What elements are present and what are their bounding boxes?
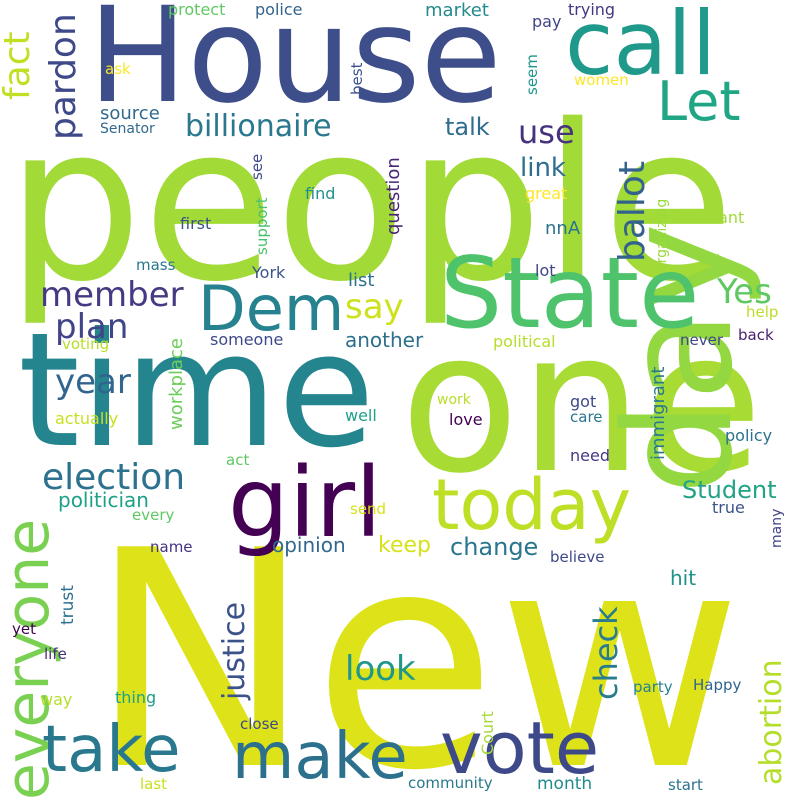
- word: name: [150, 538, 193, 556]
- word: Court: [478, 711, 497, 755]
- word: believe: [550, 548, 605, 566]
- word: seem: [523, 54, 541, 95]
- word: Senator: [100, 121, 155, 137]
- word: see: [248, 153, 266, 180]
- word: ask: [105, 60, 131, 78]
- word: member: [40, 275, 184, 315]
- word: today: [432, 464, 632, 546]
- word: justice: [217, 601, 252, 700]
- word: find: [305, 184, 336, 203]
- word: list: [348, 270, 375, 291]
- word: abortion: [754, 659, 789, 785]
- word: Happy: [693, 676, 742, 694]
- word: lot: [535, 261, 556, 280]
- word: market: [425, 0, 489, 21]
- word: great: [525, 184, 568, 203]
- word: care: [570, 408, 603, 426]
- word: billionaire: [185, 109, 332, 144]
- word: community: [408, 774, 493, 792]
- word: work: [437, 392, 471, 408]
- word: every: [132, 506, 175, 524]
- word: House: [88, 0, 502, 133]
- word: source: [100, 103, 160, 124]
- word: got: [570, 392, 597, 411]
- word: question: [383, 157, 404, 235]
- word: keep: [378, 533, 431, 558]
- word: life: [44, 645, 67, 663]
- word: first: [180, 214, 212, 233]
- word: one: [400, 289, 763, 516]
- word: girl: [228, 447, 382, 559]
- word: need: [570, 446, 610, 465]
- word: Yes: [717, 272, 772, 312]
- word: protect: [168, 0, 226, 19]
- word: help: [746, 303, 779, 321]
- word: hit: [670, 566, 697, 590]
- word: true: [712, 498, 745, 517]
- word: pardon: [43, 13, 84, 140]
- word: Dem: [198, 272, 345, 345]
- word: actually: [55, 409, 119, 428]
- word: change: [450, 533, 539, 561]
- word: ballot: [612, 160, 653, 262]
- word: voting: [62, 335, 110, 353]
- word: party: [633, 678, 673, 696]
- word: another: [345, 328, 424, 352]
- word: use: [518, 113, 575, 151]
- word: politician: [58, 488, 149, 512]
- word: York: [252, 263, 286, 282]
- word: women: [574, 71, 629, 89]
- word: trust: [58, 585, 78, 625]
- word: people: [6, 78, 735, 329]
- word: close: [240, 715, 279, 733]
- word: check: [587, 606, 625, 700]
- word: police: [255, 0, 303, 19]
- word: plan: [55, 307, 129, 347]
- word: thing: [115, 688, 157, 707]
- word: vote: [440, 706, 600, 790]
- word: mass: [136, 256, 176, 274]
- word: policy: [725, 426, 773, 445]
- word: many: [769, 508, 785, 548]
- word: workplace: [166, 338, 187, 430]
- word: act: [226, 451, 250, 469]
- word: best: [348, 62, 366, 95]
- word: back: [738, 326, 774, 344]
- word: well: [345, 406, 377, 425]
- word: State: [440, 237, 700, 351]
- word: last: [140, 775, 168, 793]
- word: month: [537, 774, 593, 794]
- word: support: [253, 197, 271, 255]
- word: yet: [12, 620, 36, 638]
- word: Let: [657, 70, 741, 133]
- word: New: [88, 487, 743, 800]
- word: fact: [0, 31, 38, 100]
- word: send: [350, 500, 387, 518]
- word: political: [493, 332, 556, 351]
- word: link: [520, 153, 566, 183]
- word: way: [40, 690, 73, 709]
- word: trying: [568, 0, 616, 19]
- word: talk: [445, 113, 490, 141]
- word: immigrant: [648, 366, 669, 460]
- word: pay: [532, 12, 562, 31]
- word: say: [345, 287, 404, 327]
- word: start: [668, 776, 703, 794]
- word: take: [42, 713, 181, 787]
- word: opinion: [272, 533, 346, 557]
- word: want: [705, 208, 745, 227]
- word: nnA: [545, 218, 581, 239]
- word: make: [232, 720, 408, 794]
- word: organizing: [654, 198, 670, 272]
- word: election: [42, 457, 186, 498]
- word: time: [18, 299, 375, 483]
- word: love: [449, 410, 483, 429]
- word: year: [55, 362, 131, 402]
- word: call: [565, 0, 717, 95]
- word: never: [680, 331, 724, 349]
- word: someone: [210, 330, 284, 349]
- word: Student: [682, 476, 777, 504]
- word: look: [345, 649, 416, 689]
